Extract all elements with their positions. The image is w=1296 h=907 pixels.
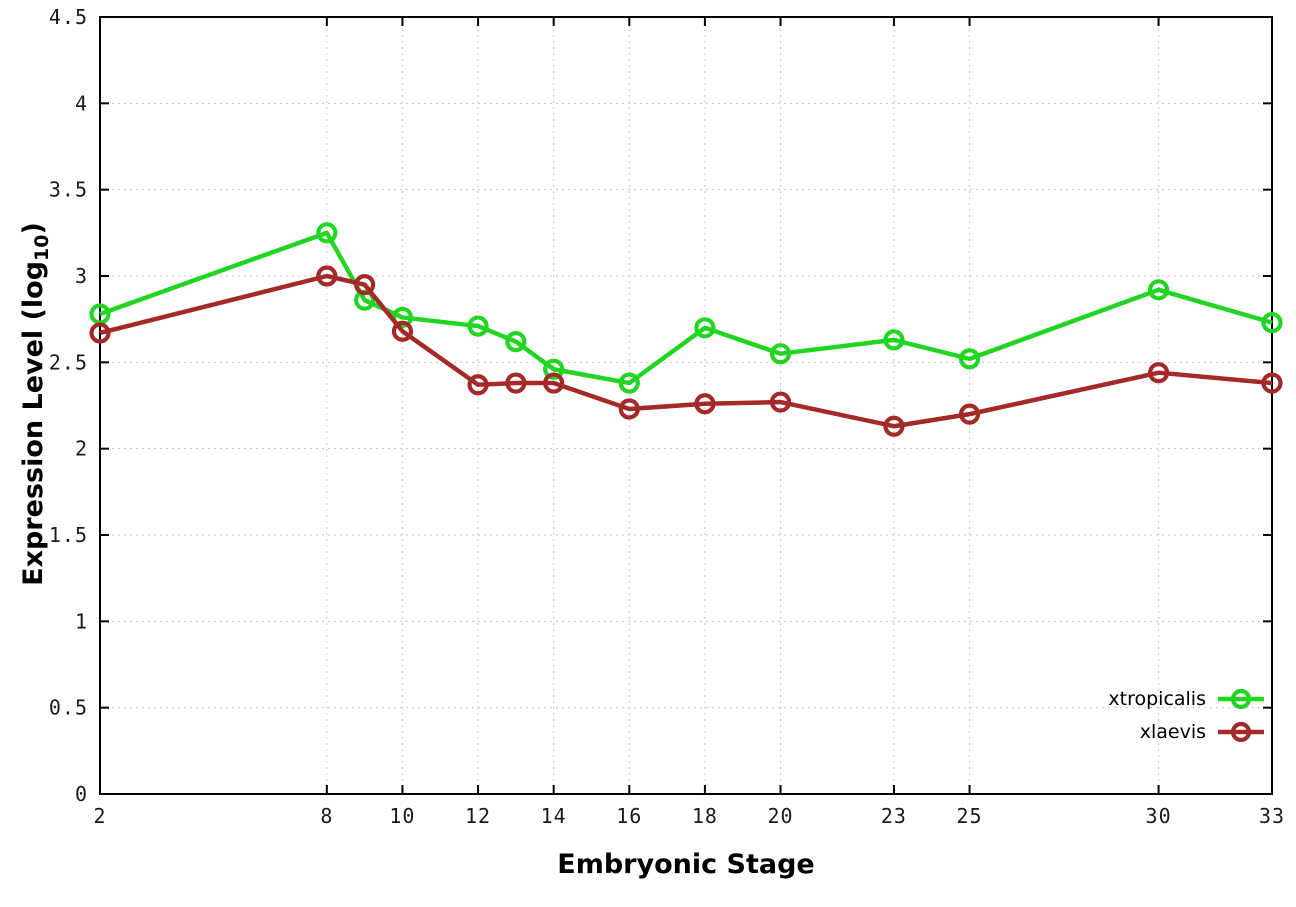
data-point-xlaevis [694, 393, 716, 415]
x-tick-label: 20 [767, 804, 793, 828]
data-point-xtropicalis [883, 329, 905, 351]
y-tick-label: 1 [75, 609, 88, 633]
legend: xtropicalis xlaevis [1108, 686, 1266, 745]
data-point-xlaevis [1261, 372, 1283, 394]
data-point-xtropicalis [1261, 312, 1283, 334]
y-axis-title-close: ) [18, 222, 49, 235]
data-point-xlaevis [505, 372, 527, 394]
data-point-xlaevis [391, 320, 414, 342]
x-tick-label: 14 [541, 804, 567, 828]
data-point-xlaevis [467, 374, 489, 396]
y-tick-label: 2 [75, 437, 88, 461]
x-tick-label: 25 [957, 804, 983, 828]
legend-sample-xlaevis [1218, 721, 1264, 743]
y-axis-title-text: Expression Level (log [18, 260, 49, 586]
x-tick-label: 23 [881, 804, 907, 828]
series-line-xtropicalis [99, 230, 1273, 386]
y-tick-label: 3.5 [49, 178, 88, 202]
data-point-xtropicalis [1147, 279, 1170, 301]
series-line-xlaevis [99, 273, 1273, 429]
y-axis-title-subscript: 10 [31, 234, 53, 261]
data-point-xlaevis [958, 403, 981, 425]
y-tick-label: 4 [75, 91, 88, 115]
data-point-xtropicalis [618, 372, 640, 394]
data-point-xlaevis [1147, 362, 1170, 384]
data-point-xtropicalis [769, 343, 792, 365]
x-tick-label: 30 [1146, 804, 1172, 828]
data-point-xtropicalis [543, 358, 565, 380]
legend-label-xlaevis: xlaevis [1139, 721, 1206, 743]
x-tick-label: 2 [93, 804, 106, 828]
y-tick-label: 3 [75, 264, 88, 288]
data-point-xlaevis [316, 265, 338, 287]
y-tick-label: 4.5 [49, 5, 88, 29]
legend-entry-xlaevis: xlaevis [1140, 719, 1266, 745]
plot-border [99, 16, 1273, 795]
legend-sample-xtropicalis [1218, 688, 1264, 710]
x-tick-label: 10 [389, 804, 415, 828]
data-point-xtropicalis [958, 348, 981, 370]
data-point-xtropicalis [467, 315, 489, 337]
y-tick-label: 2.5 [49, 350, 88, 374]
x-tick-labels: 2 8 10 12 14 16 18 20 23 25 30 33 [93, 804, 1285, 828]
legend-entry-xtropicalis: xtropicalis [1108, 686, 1266, 712]
data-point-xlaevis [89, 322, 111, 344]
series-xlaevis [89, 265, 1283, 437]
y-tick-label: 1.5 [49, 523, 88, 547]
data-point-xlaevis [354, 274, 376, 296]
y-axis-title: Expression Level (log10) [13, 4, 55, 804]
x-tick-label: 18 [692, 804, 718, 828]
series-xtropicalis [89, 222, 1283, 394]
x-axis-title: Embryonic Stage [557, 849, 815, 880]
x-tick-label: 8 [320, 804, 333, 828]
data-point-xtropicalis [316, 222, 338, 244]
data-point-xtropicalis [694, 317, 716, 339]
y-tick-label: 0.5 [49, 696, 88, 720]
x-tick-label: 33 [1259, 804, 1285, 828]
data-point-xlaevis [769, 391, 792, 413]
y-tick-labels: 0 0.5 1 1.5 2 2.5 3 3.5 4 4.5 [49, 5, 88, 806]
data-point-xtropicalis [505, 331, 527, 353]
legend-label-xtropicalis: xtropicalis [1108, 688, 1206, 710]
x-tick-label: 16 [616, 804, 642, 828]
data-point-xlaevis [543, 372, 565, 394]
data-point-xlaevis [883, 415, 905, 437]
y-tick-label: 0 [75, 782, 88, 806]
data-point-xlaevis [618, 398, 640, 420]
x-tick-label: 12 [465, 804, 491, 828]
